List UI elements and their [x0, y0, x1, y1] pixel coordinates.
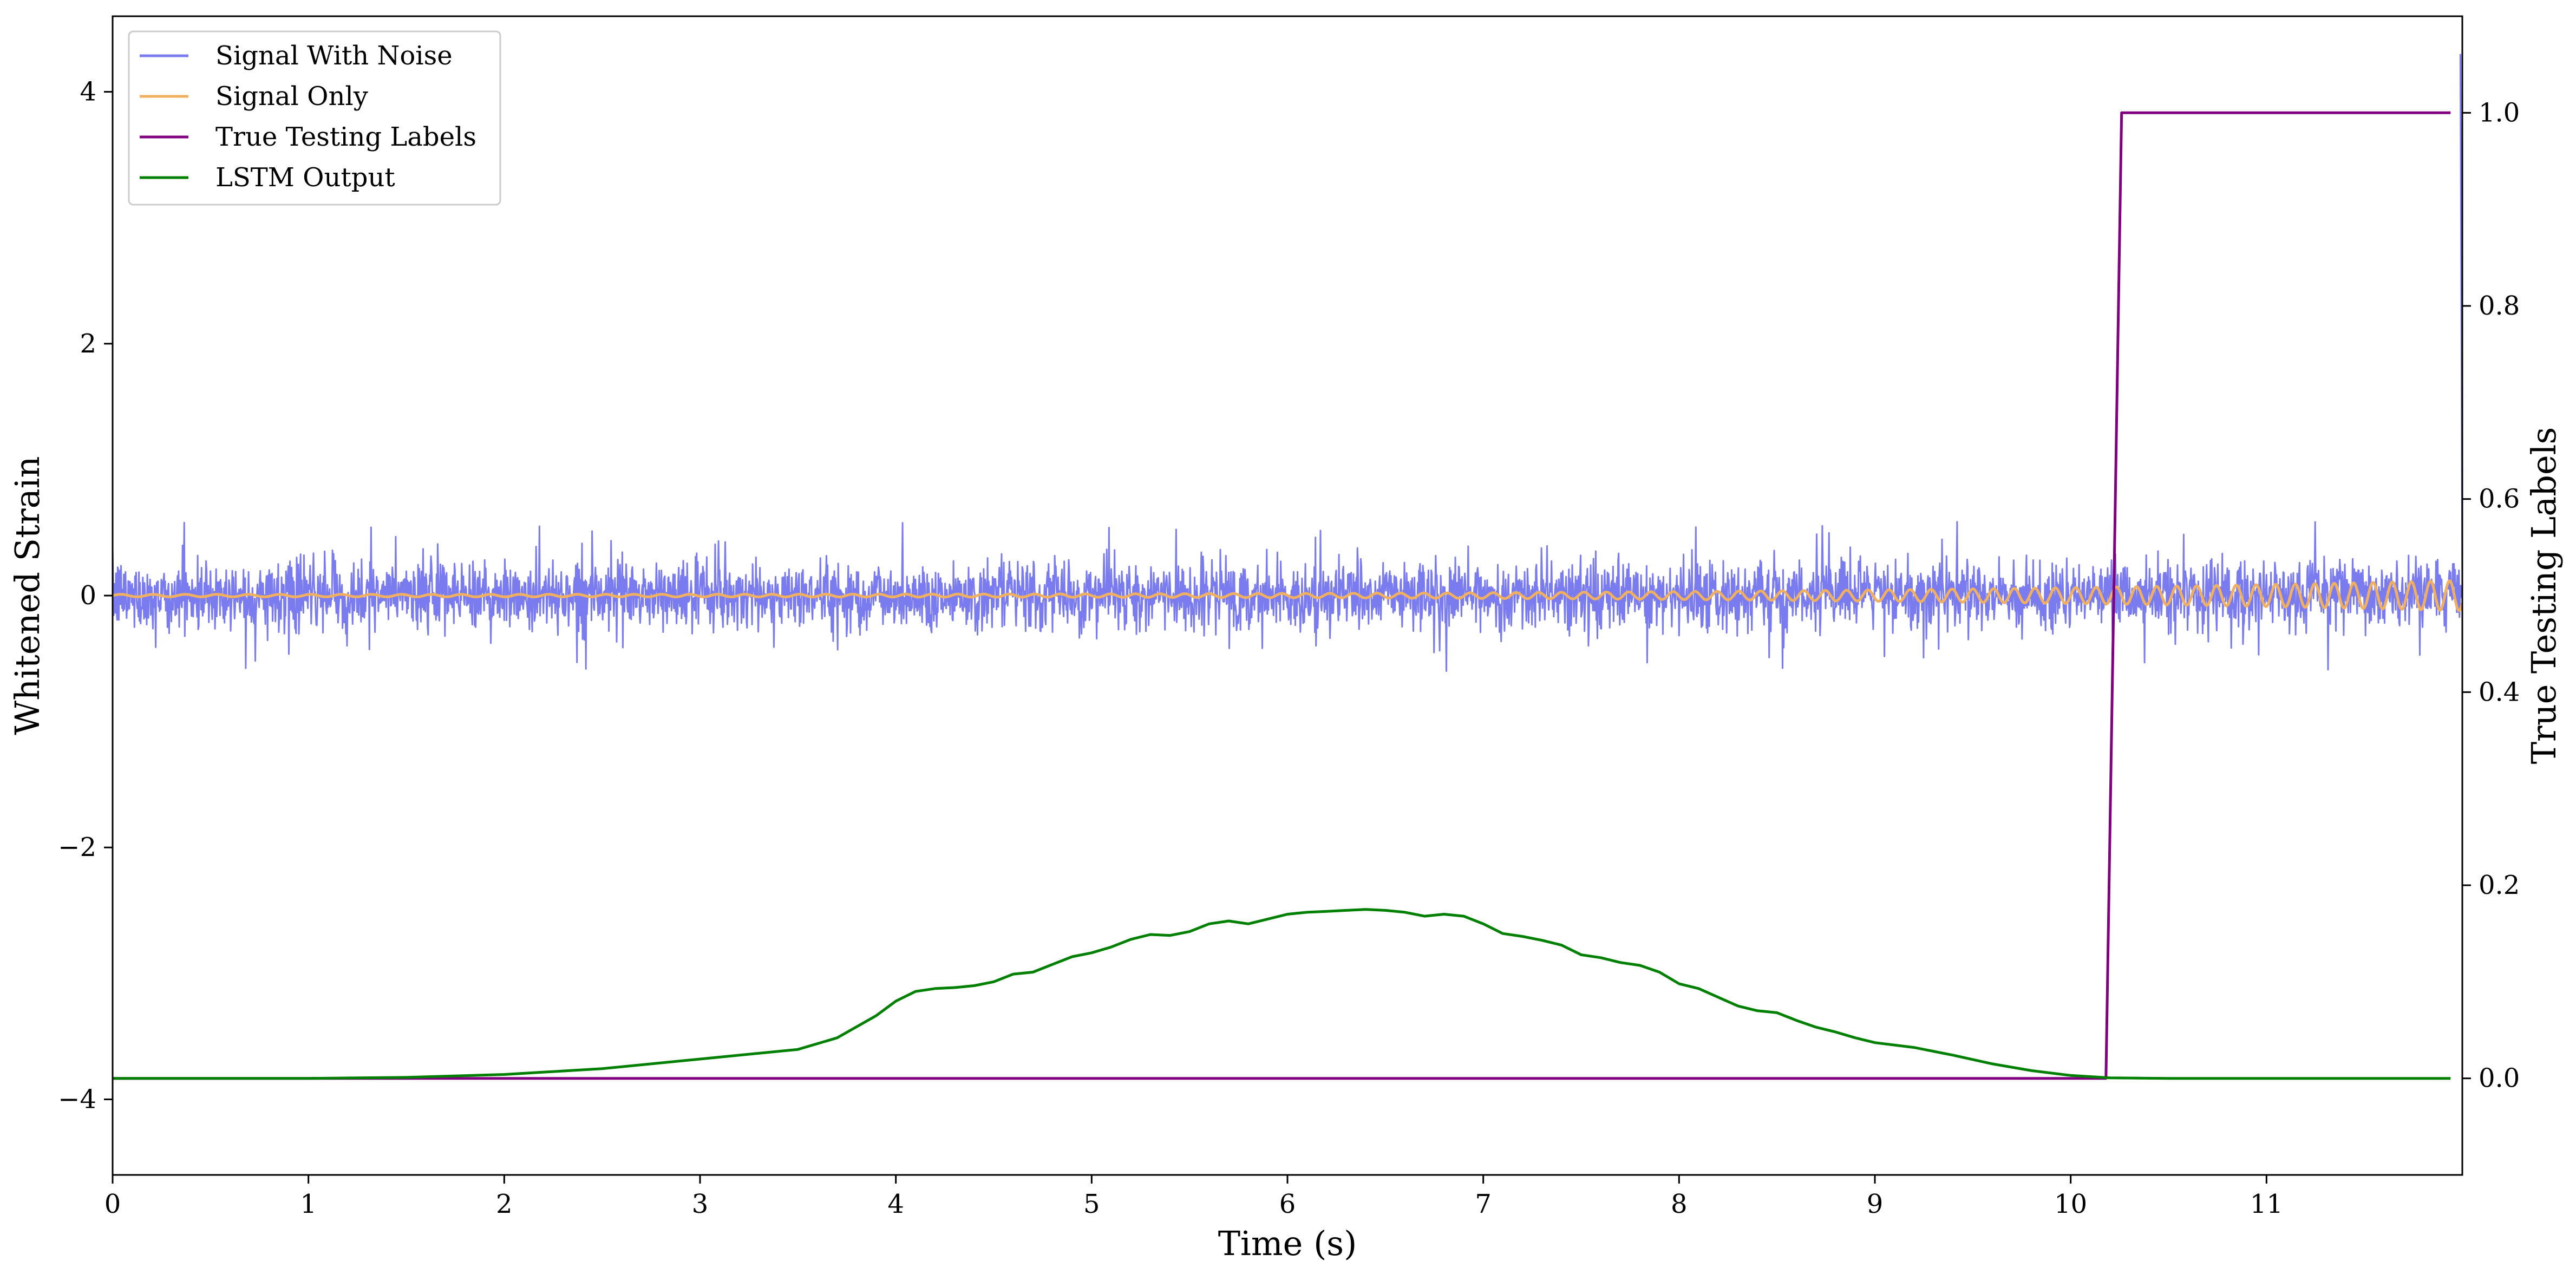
x-tick-label: 10 [2054, 1189, 2087, 1219]
x-tick-label: 7 [1475, 1189, 1492, 1219]
legend-label: True Testing Labels [215, 122, 476, 152]
y2-tick-label: 0.0 [2479, 1063, 2520, 1094]
y-axis-title: Whitened Strain [8, 456, 47, 735]
series-line-lstm-output [113, 908, 2451, 1080]
x-tick-label: 3 [692, 1189, 709, 1219]
y-axis-right: 0.0 0.2 0.4 0.6 0.8 1.0 [2462, 97, 2520, 1094]
legend-label: Signal Only [215, 81, 368, 112]
y2-axis-title: True Testing Labels [2524, 427, 2564, 765]
x-tick-label: 2 [496, 1189, 513, 1219]
y2-tick-label: 0.2 [2479, 870, 2520, 900]
legend-label: Signal With Noise [215, 41, 453, 71]
series-line-true-testing-labels [113, 111, 2451, 1080]
x-tick-label: 6 [1279, 1189, 1296, 1219]
y-tick-label: −4 [58, 1084, 96, 1114]
x-axis-title: Time (s) [1218, 1224, 1357, 1263]
series-line-signal-with-noise [113, 54, 2462, 672]
x-tick-label: 9 [1867, 1189, 1884, 1219]
y-tick-label: 4 [80, 77, 96, 107]
x-tick-label: 4 [887, 1189, 904, 1219]
y-axis-left: −4 −2 0 2 4 [58, 77, 113, 1114]
x-tick-label: 1 [300, 1189, 317, 1219]
x-axis: 0 1 2 3 4 5 6 7 8 9 10 11 [104, 1175, 2283, 1219]
legend: Signal With Noise Signal Only True Testing… [128, 30, 501, 206]
x-tick-label: 8 [1671, 1189, 1688, 1219]
y-tick-label: 0 [80, 580, 96, 611]
legend-box [128, 30, 501, 206]
x-tick-label: 5 [1083, 1189, 1100, 1219]
y2-tick-label: 0.8 [2479, 291, 2520, 321]
plot-area [113, 54, 2462, 1080]
y2-tick-label: 1.0 [2479, 97, 2520, 128]
x-tick-label: 0 [104, 1189, 121, 1219]
y2-tick-label: 0.4 [2479, 677, 2520, 707]
series-line-signal-only [113, 579, 2462, 612]
y-tick-label: 2 [80, 329, 96, 359]
y-tick-label: −2 [58, 832, 96, 863]
legend-label: LSTM Output [215, 162, 395, 193]
x-tick-label: 11 [2250, 1189, 2283, 1219]
y2-tick-label: 0.6 [2479, 484, 2520, 514]
